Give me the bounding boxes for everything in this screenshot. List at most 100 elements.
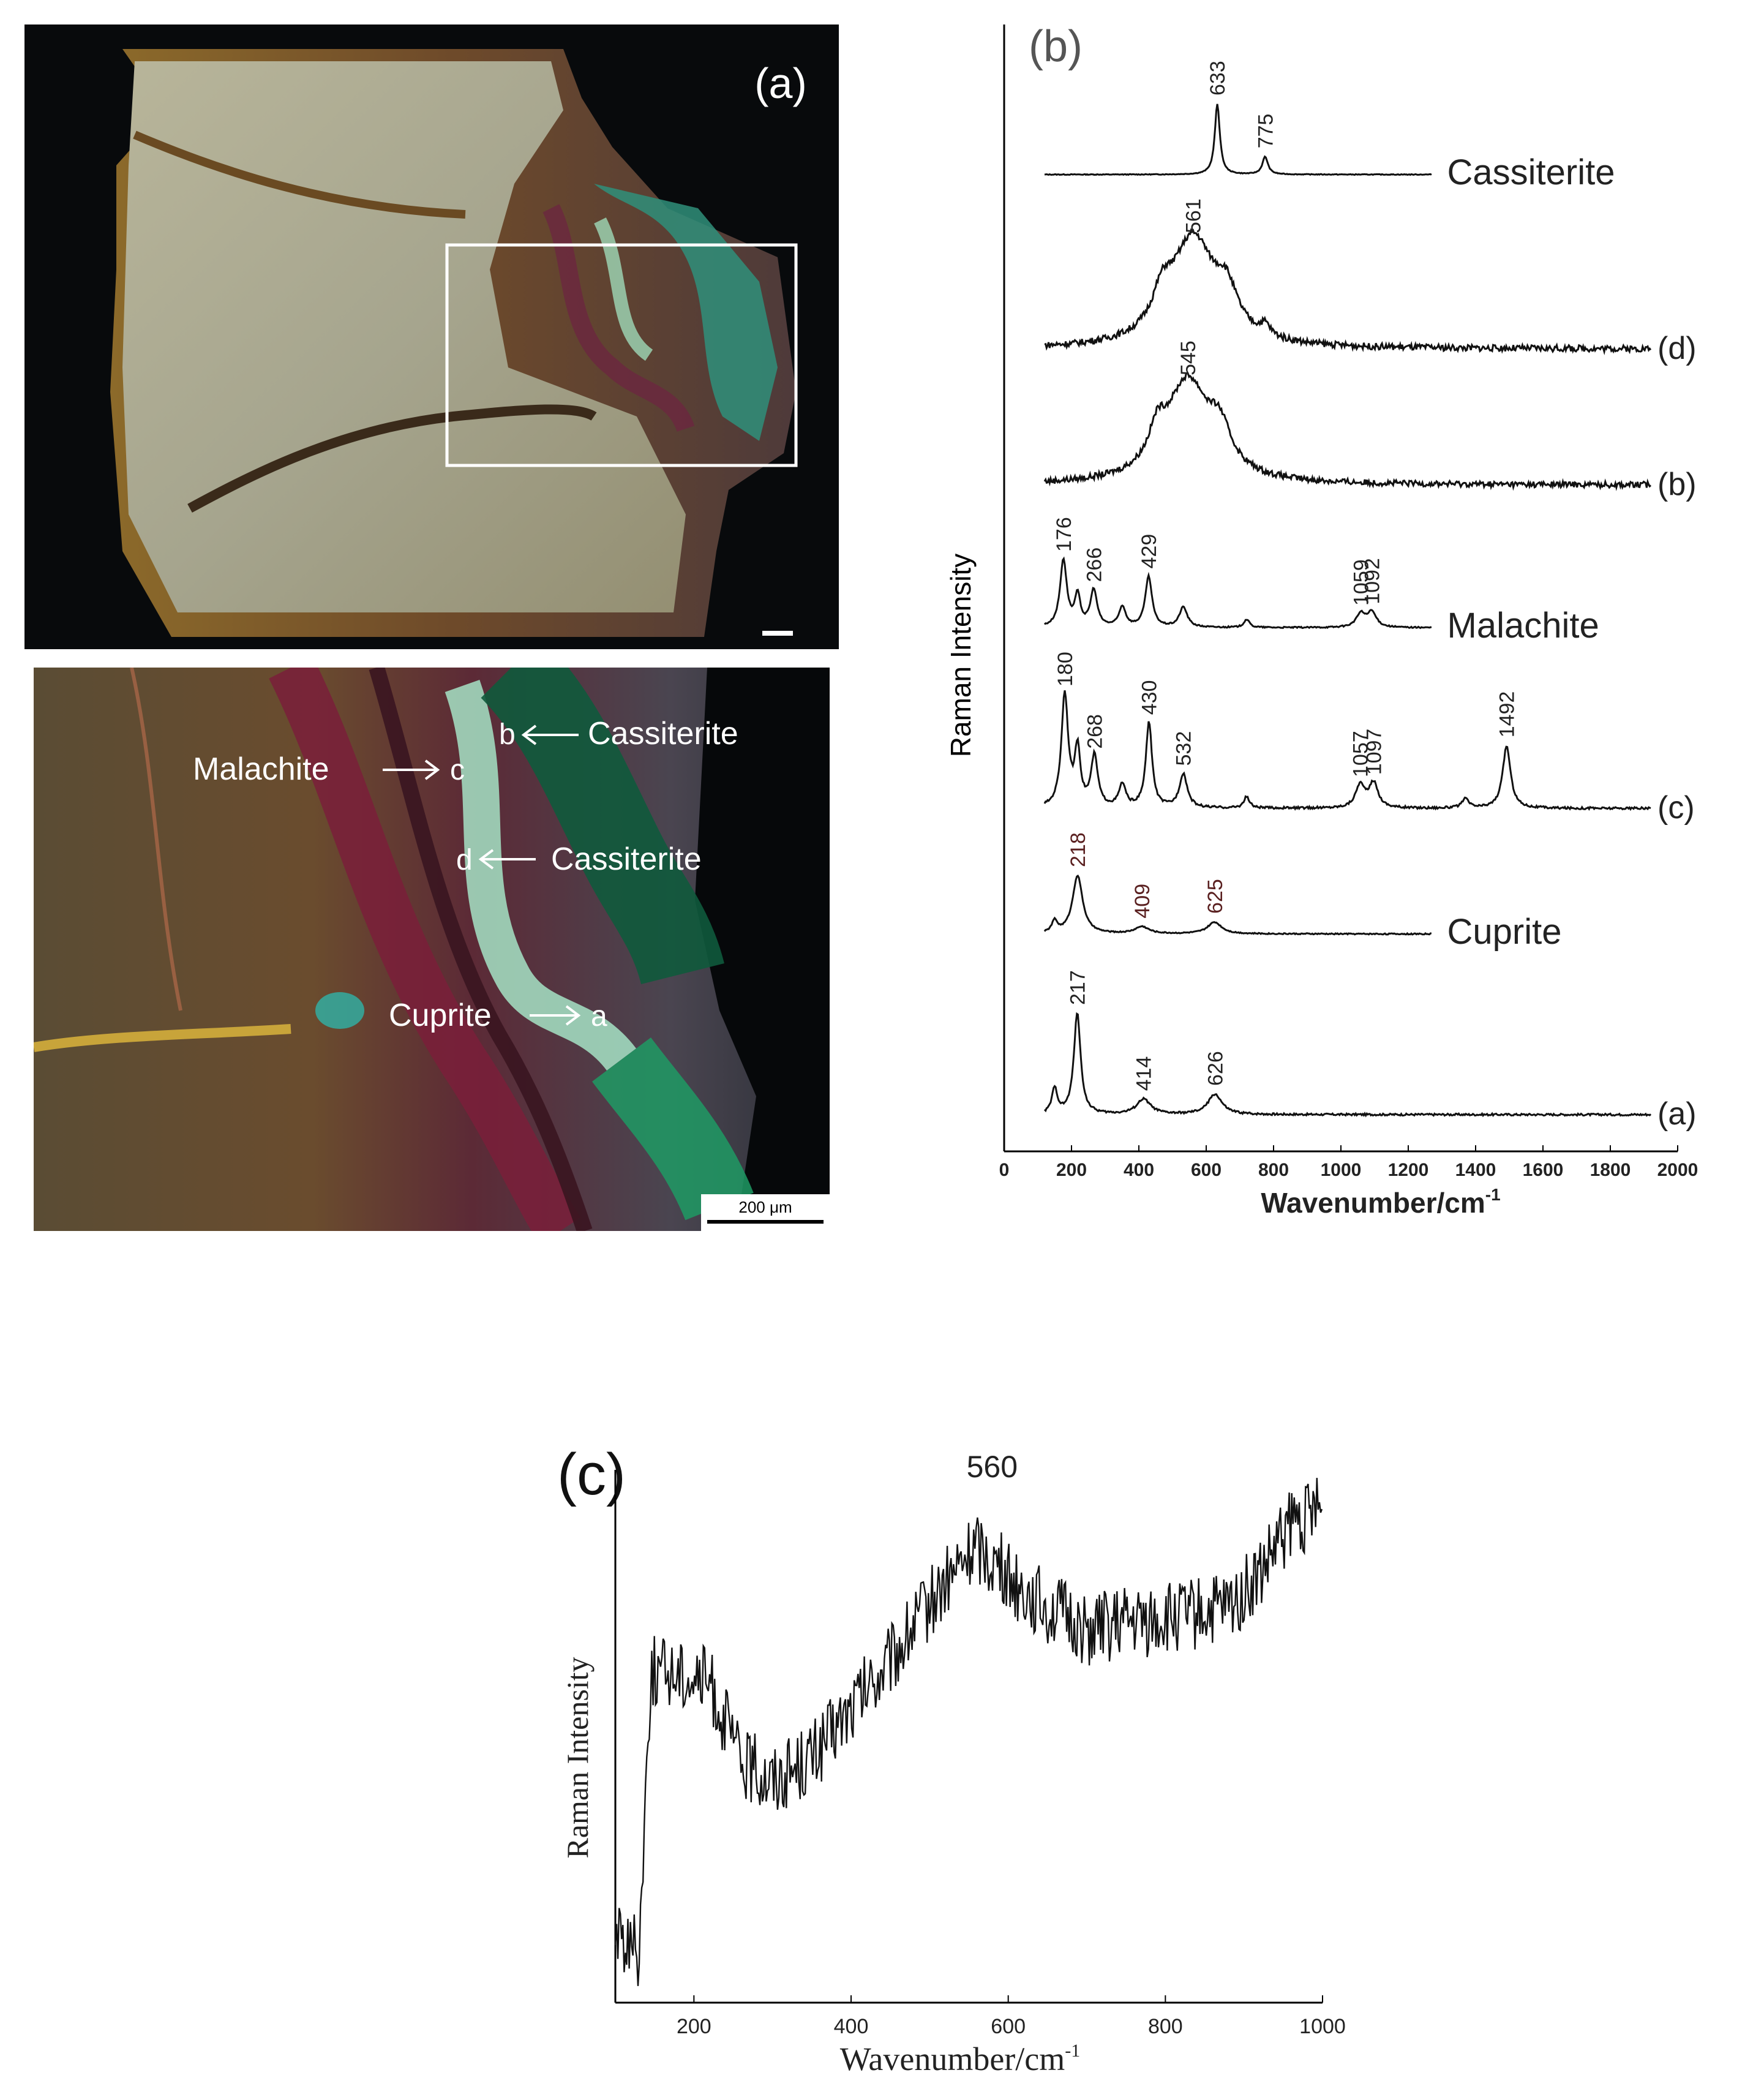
peak-label: 626 xyxy=(1204,1051,1227,1086)
spectrum-line xyxy=(1043,690,1651,811)
series-label: (c) xyxy=(1657,790,1695,826)
peak-label: 266 xyxy=(1083,548,1106,582)
series-label: (a) xyxy=(1657,1096,1697,1132)
x-axis-title: Wavenumber/cm-1 xyxy=(1261,1185,1500,1219)
spectra-group: Cassiterite 633 775 (d) 561 (b) 545 Malachite 17… xyxy=(1043,61,1697,1132)
spectrum-line xyxy=(1044,104,1432,176)
x-axis: 0 200 400 600 800 1000 1200 1400 1600 1800 2000 xyxy=(999,24,1698,1180)
x-tick-label: 600 xyxy=(1191,1160,1222,1180)
crack-lower xyxy=(187,404,597,513)
x-tick-label-c: 800 xyxy=(1148,2015,1183,2038)
x-tick-label-c: 200 xyxy=(677,2015,711,2038)
peak-label: 625 xyxy=(1204,879,1227,914)
scale-bar-text: 200 μm xyxy=(738,1198,792,1216)
panel-a-label: (a) xyxy=(754,59,807,107)
green-band-lower xyxy=(592,1037,754,1221)
x-axis-title-sup: -1 xyxy=(1485,1185,1501,1204)
panel-b-chart: (b) Raman Intensity Wavenumber/cm-1 0 200… xyxy=(918,12,1751,1231)
spectrum-cassiterite: Cassiterite 633 775 xyxy=(1044,61,1615,192)
annotation-b-text: Cassiterite xyxy=(588,716,738,751)
annotation-a-letter: a xyxy=(591,1000,607,1033)
spectrum-line xyxy=(1043,1012,1652,1118)
panel-b-label: (b) xyxy=(1029,22,1083,71)
peak-label: 409 xyxy=(1131,884,1154,919)
panel-a-overview: (a) xyxy=(24,24,839,649)
annotation-d-letter: d xyxy=(456,844,473,876)
overview-scale-bar xyxy=(762,631,793,636)
panel-c-chart: (c) Raman Intensity Wavenumber/cm-1 200 4… xyxy=(508,1433,1378,2082)
x-axis-c: 200 400 600 800 1000 xyxy=(614,1470,1346,2038)
peak-label: 180 xyxy=(1054,652,1077,687)
series-label: Cuprite xyxy=(1447,912,1562,952)
x-tick-label: 1800 xyxy=(1590,1160,1631,1180)
cyan-spot xyxy=(315,992,364,1029)
raman-single-chart: (c) Raman Intensity Wavenumber/cm-1 200 4… xyxy=(557,1442,1346,2077)
peak-label: 633 xyxy=(1206,61,1229,96)
x-axis-title-text: Wavenumber/cm xyxy=(1261,1187,1485,1219)
peak-label: 775 xyxy=(1254,114,1277,149)
spectrum-cuprite: Cuprite 218 409 625 xyxy=(1043,832,1562,952)
annotation-c-text: Malachite xyxy=(193,751,329,787)
peak-label: 1097 xyxy=(1362,729,1386,775)
spectrum-line xyxy=(1043,874,1432,936)
panel-c-label: (c) xyxy=(557,1442,626,1507)
peak-label: 414 xyxy=(1133,1056,1156,1091)
series-label: Cassiterite xyxy=(1447,152,1615,192)
x-tick-label: 400 xyxy=(1124,1160,1154,1180)
spectrum-d: (d) 561 xyxy=(1044,198,1697,366)
spectrum-line xyxy=(1043,556,1432,630)
x-axis-title-c: Wavenumber/cm-1 xyxy=(840,2041,1081,2077)
x-tick-label: 1200 xyxy=(1388,1160,1429,1180)
annotation-a: Cuprite a xyxy=(389,998,607,1033)
x-tick-label: 200 xyxy=(1056,1160,1087,1180)
peak-label-c: 560 xyxy=(967,1450,1018,1484)
peak-label: 1057 xyxy=(1349,731,1372,777)
red-band-outer xyxy=(269,657,581,1245)
x-tick-label: 1600 xyxy=(1523,1160,1564,1180)
x-tick-label: 1000 xyxy=(1321,1160,1362,1180)
spectrum-line xyxy=(1044,228,1652,356)
x-axis-title-c-sup: -1 xyxy=(1065,2041,1080,2061)
x-tick-label-c: 1000 xyxy=(1299,2015,1346,2038)
red-corrosion-band xyxy=(542,204,695,432)
peak-label: 430 xyxy=(1138,680,1162,715)
detail-mount-resin xyxy=(695,668,830,1219)
spectrum-line xyxy=(1043,372,1652,491)
peak-label: 217 xyxy=(1066,970,1089,1005)
peak-label: 1059 xyxy=(1349,559,1373,606)
annotation-c-letter: c xyxy=(450,754,465,786)
peak-label: 429 xyxy=(1138,534,1161,569)
pale-green-band xyxy=(594,217,653,361)
zoom-region-box xyxy=(445,243,798,467)
x-tick-label-c: 600 xyxy=(991,2015,1026,2038)
green-band-detail xyxy=(480,637,724,985)
spectrum-c-group: 560 xyxy=(614,1450,1323,1986)
yellow-crack xyxy=(32,1024,291,1052)
annotation-d: d Cassiterite xyxy=(456,841,702,877)
detail-micrograph: b Cassiterite Malachite c d Cassiterite … xyxy=(32,637,830,1245)
annotation-d-arrowhead xyxy=(478,849,494,870)
series-label: (b) xyxy=(1657,467,1697,502)
overview-micrograph: (a) xyxy=(24,24,839,649)
crack-upper xyxy=(133,130,466,219)
x-tick-label: 2000 xyxy=(1657,1160,1698,1180)
spectrum-b: (b) 545 xyxy=(1043,341,1697,502)
x-tick-label-c: 400 xyxy=(834,2015,869,2038)
peak-label: 1092 xyxy=(1361,558,1384,604)
peak-label: 545 xyxy=(1177,341,1200,375)
x-tick-label: 800 xyxy=(1258,1160,1289,1180)
x-tick-label: 1400 xyxy=(1455,1160,1496,1180)
peak-label: 218 xyxy=(1067,832,1090,867)
pale-green-band-detail xyxy=(445,680,636,1071)
peak-label: 268 xyxy=(1083,714,1106,749)
annotation-d-text: Cassiterite xyxy=(551,841,702,877)
annotation-b: b Cassiterite xyxy=(499,716,738,751)
annotation-c-arrowhead xyxy=(424,759,440,780)
spectrum-c-line xyxy=(614,1478,1323,1986)
annotation-a-arrowhead xyxy=(565,1005,581,1026)
panel-a-detail: b Cassiterite Malachite c d Cassiterite … xyxy=(32,637,830,1245)
series-label: Malachite xyxy=(1447,606,1599,646)
green-corrosion-zone xyxy=(594,184,778,441)
